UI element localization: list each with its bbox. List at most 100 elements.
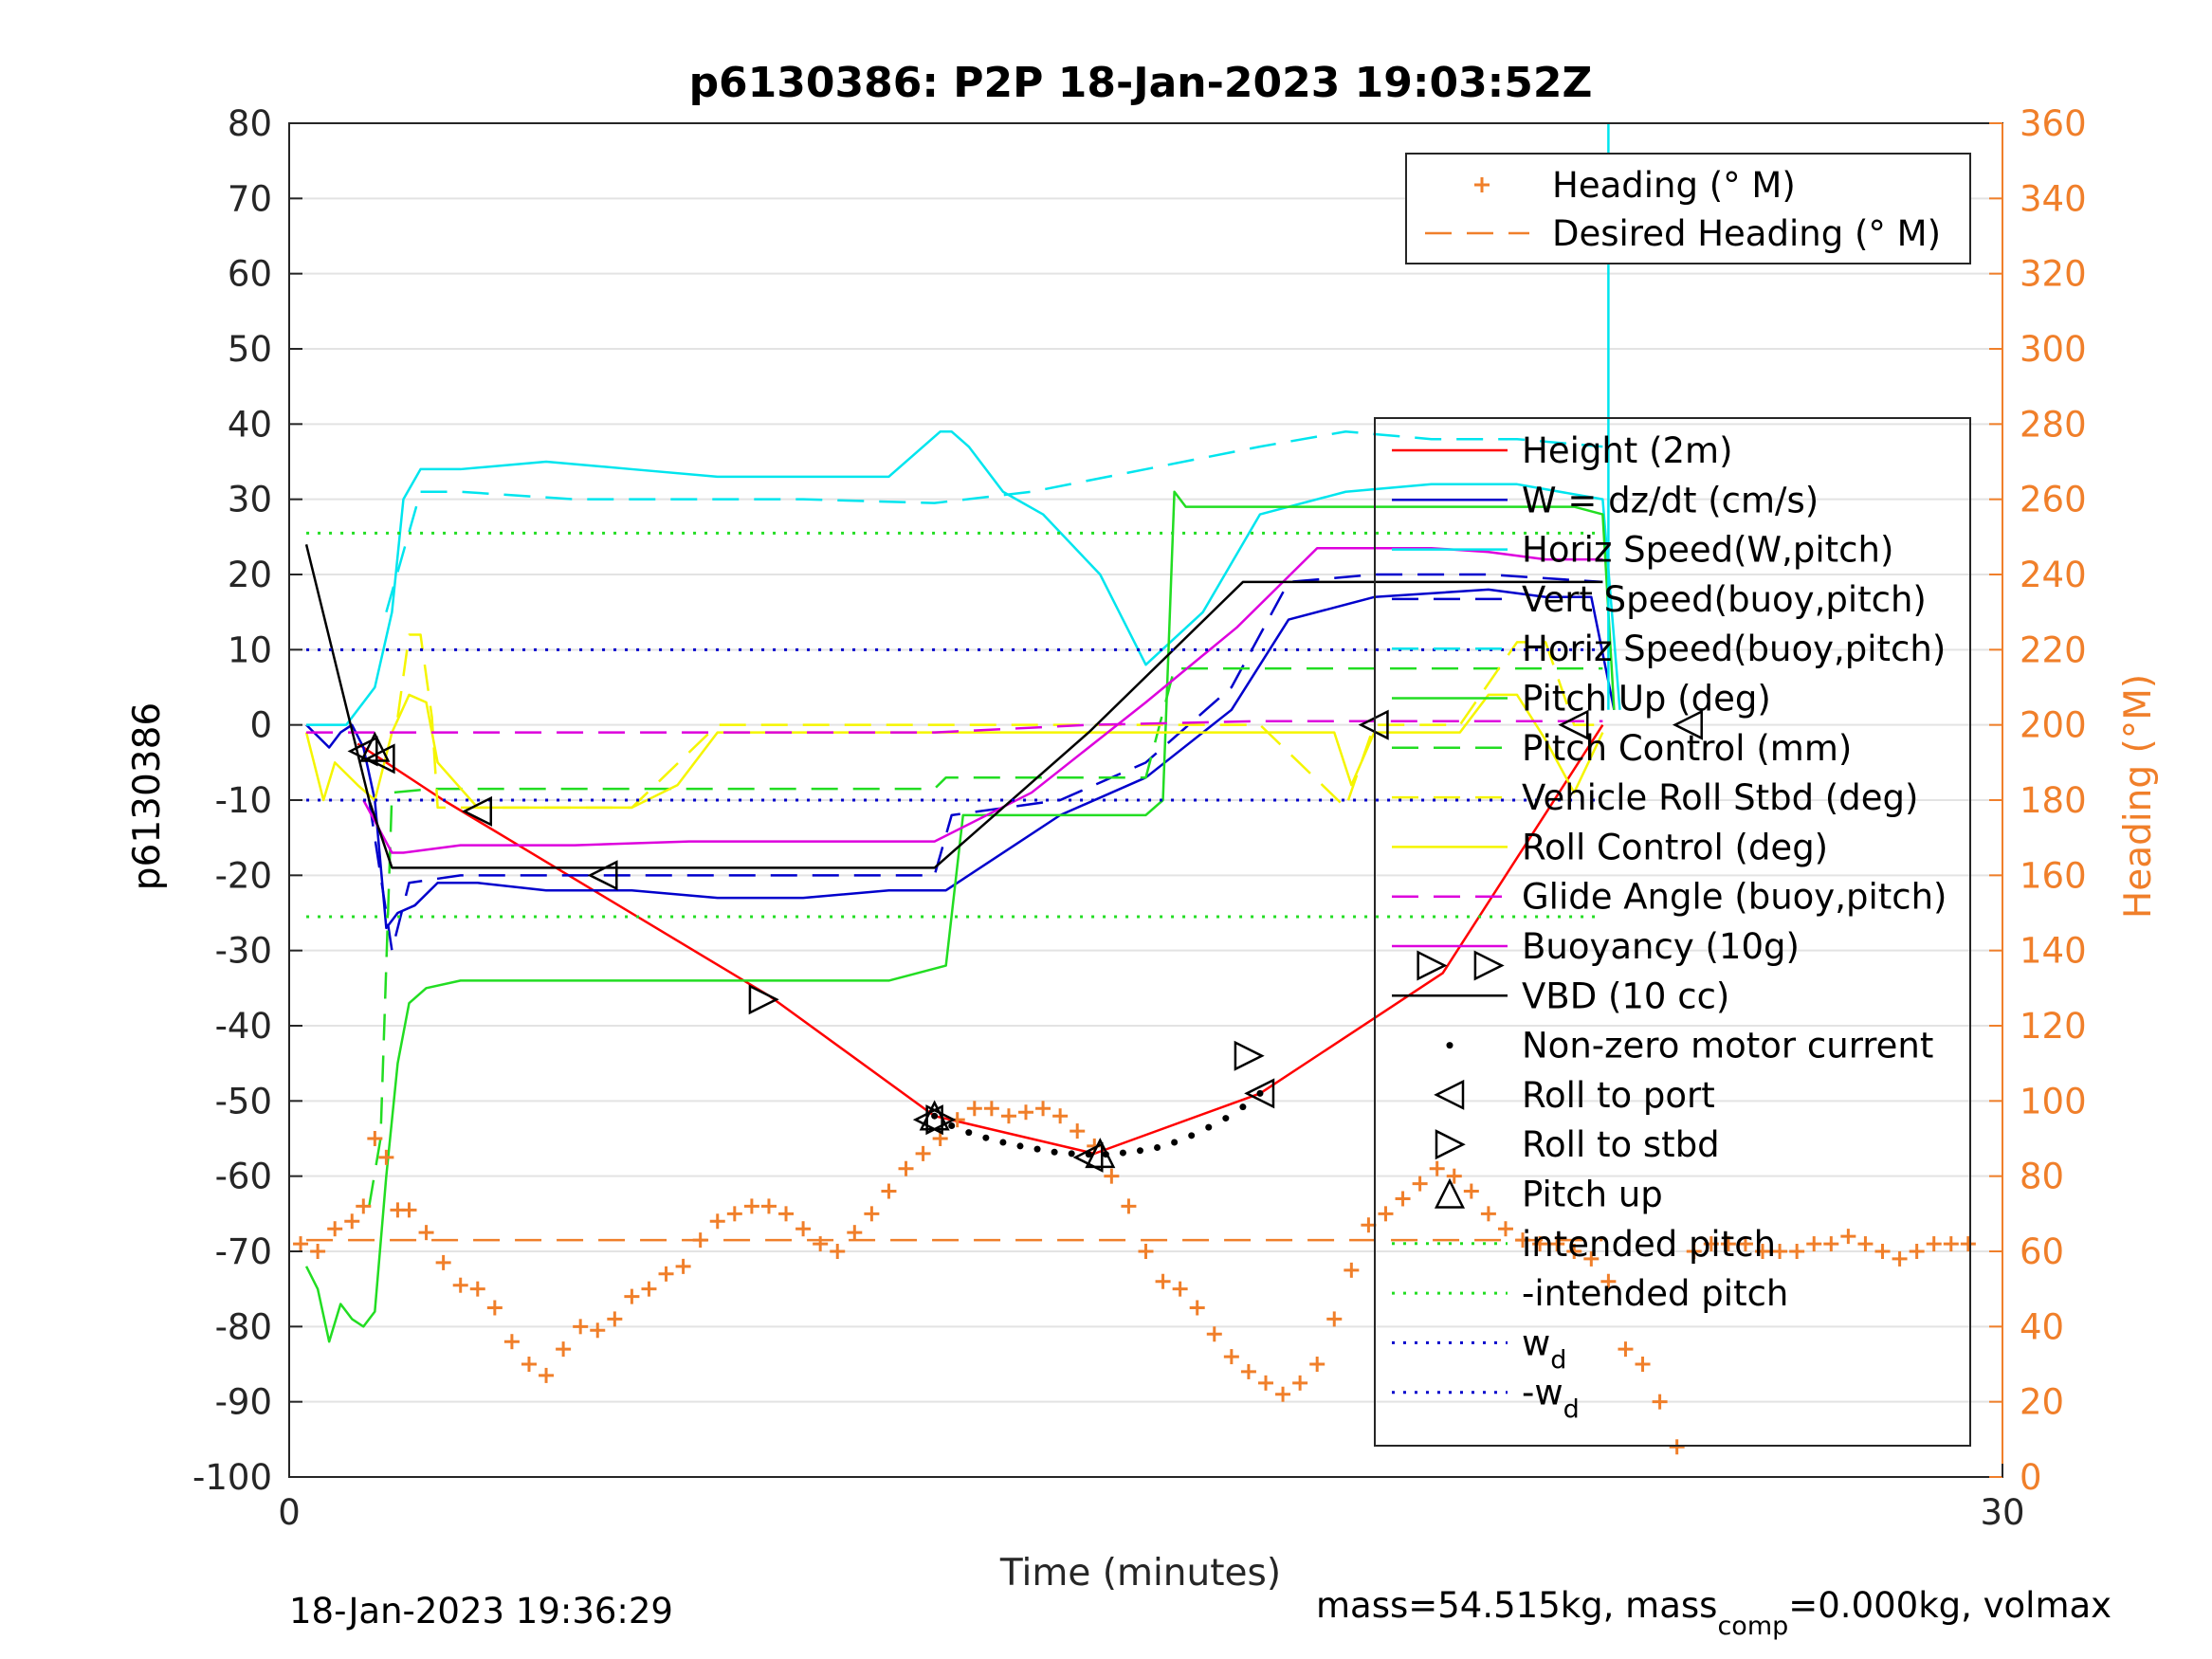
series-non-zero-motor-current-point — [1051, 1148, 1058, 1156]
legend-label: -intended pitch — [1522, 1273, 1788, 1314]
y-tick-label-right: 100 — [2020, 1081, 2087, 1121]
legend-heading-label: Heading (° M) — [1552, 165, 1796, 206]
heading-point — [932, 1131, 948, 1146]
series-non-zero-motor-current-point — [1222, 1115, 1230, 1122]
legend-label: Vehicle Roll Stbd (deg) — [1522, 777, 1918, 818]
series-pitch-up-deg-line — [304, 490, 1616, 1343]
legend-main: Height (2m) W = dz/dt (cm/s) Horiz Speed(W… — [1374, 417, 1971, 1447]
footer-mass-sub: comp — [1717, 1612, 1788, 1641]
heading-point — [966, 1101, 982, 1117]
series-pitch-up-marker — [359, 731, 391, 762]
legend-label: Buoyancy (10g) — [1522, 926, 1800, 967]
heading-point — [624, 1288, 640, 1304]
legend-label: -wd — [1522, 1373, 1580, 1425]
heading-point — [486, 1300, 503, 1316]
y-tick-label-left: -30 — [215, 931, 272, 972]
heading-point — [1138, 1244, 1154, 1259]
heading-point — [367, 1131, 383, 1146]
series-non-zero-motor-current-point — [1119, 1149, 1126, 1157]
legend-label: wd — [1522, 1322, 1566, 1375]
axes: 80706050403020100-10-20-30-40-50-60-70-8… — [192, 103, 2087, 1533]
y-tick-label-left: -100 — [192, 1457, 272, 1498]
heading-point — [1857, 1236, 1874, 1252]
heading-point — [1583, 1250, 1600, 1267]
heading-point — [1909, 1244, 1925, 1259]
series-non-zero-motor-current-point — [1188, 1132, 1196, 1139]
legend-label: Vert Speed(buoy,pitch) — [1522, 579, 1927, 620]
y-tick-label-left: -40 — [215, 1006, 272, 1047]
y-tick-label-left: -70 — [215, 1231, 272, 1272]
heading-point — [1823, 1236, 1839, 1252]
heading-point — [864, 1206, 880, 1222]
heading-point — [1686, 1244, 1702, 1259]
footer-mass-a: mass=54.515kg, mass — [1316, 1585, 1717, 1626]
series-non-zero-motor-current-point — [1171, 1139, 1179, 1146]
heading-point — [1600, 1273, 1617, 1289]
series-roll-to-stbd-marker — [1234, 1040, 1265, 1071]
y-tick-label-left: -50 — [215, 1081, 272, 1121]
y-tick-label-right: 120 — [2020, 1006, 2087, 1047]
heading-point — [1326, 1311, 1343, 1327]
heading-point — [1206, 1326, 1222, 1342]
heading-point — [1755, 1244, 1771, 1259]
y-tick-label-right: 300 — [2020, 329, 2087, 370]
legend-label: Pitch Control (mm) — [1522, 728, 1852, 769]
series-w-dz-dt-cm-s-line — [305, 588, 1616, 930]
heading-point — [1240, 1363, 1256, 1379]
legend-label: Height (2m) — [1522, 430, 1733, 471]
heading-point — [1429, 1160, 1445, 1176]
legend-heading-plus-icon — [1474, 177, 1490, 192]
heading-point — [310, 1244, 326, 1259]
heading-point — [469, 1281, 485, 1297]
heading-point — [1960, 1236, 1976, 1252]
heading-point — [539, 1367, 555, 1383]
heading-point — [1223, 1349, 1239, 1365]
y-tick-label-right: 80 — [2020, 1157, 2064, 1197]
series-roll-to-stbd-marker — [1417, 950, 1448, 981]
series-roll-to-port-marker — [1558, 709, 1589, 740]
footer-mass: mass=54.515kg, masscomp=0.000kg, volmax — [1316, 1585, 2111, 1641]
heading-point — [726, 1206, 742, 1222]
heading-point — [1395, 1191, 1411, 1207]
series-non-zero-motor-current-point — [1154, 1144, 1161, 1152]
y-tick-label-right: 340 — [2020, 178, 2087, 219]
series-non-zero-motor-current-point — [1239, 1103, 1247, 1111]
heading-point — [847, 1225, 863, 1241]
footer-timestamp: 18-Jan-2023 19:36:29 — [289, 1591, 673, 1632]
y-tick-label-right: 160 — [2020, 855, 2087, 896]
heading-point — [1806, 1236, 1822, 1252]
y-tick-label-left: 60 — [228, 254, 272, 295]
y-tick-label-left: 10 — [228, 629, 272, 670]
legend-label: W = dz/dt (cm/s) — [1522, 480, 1819, 520]
y-tick-label-left: 40 — [228, 404, 272, 445]
heading-point — [1275, 1386, 1291, 1402]
legend-heading-box — [1405, 153, 1971, 264]
heading-point — [452, 1277, 468, 1293]
x-axis-label: Time (minutes) — [999, 1552, 1281, 1595]
heading-point — [1549, 1236, 1565, 1252]
heading-point — [658, 1266, 674, 1282]
heading-point — [641, 1281, 657, 1297]
series-heading — [293, 1101, 1976, 1455]
heading-point — [1892, 1250, 1908, 1267]
legend-label: Horiz Speed(buoy,pitch) — [1522, 629, 1946, 669]
heading-point — [1069, 1123, 1086, 1139]
heading-point — [344, 1213, 360, 1230]
legend-label: Roll to stbd — [1522, 1124, 1720, 1165]
y-tick-label-left: 70 — [228, 178, 272, 219]
legend-triangle-icon — [1435, 1129, 1466, 1160]
series-roll-to-port-marker — [461, 795, 493, 827]
y-tick-label-left: 20 — [228, 555, 272, 595]
heading-point — [1361, 1217, 1377, 1233]
heading-point — [556, 1341, 572, 1358]
legend-label: VBD (10 cc) — [1522, 975, 1729, 1016]
y-tick-label-right: 140 — [2020, 931, 2087, 972]
y-axis-label-left: p6130386 — [126, 702, 169, 890]
heading-point — [1566, 1244, 1582, 1259]
legend-dot-icon — [1446, 1042, 1453, 1049]
legend-label: Pitch Up (deg) — [1522, 679, 1771, 720]
y-tick-label-left: -80 — [215, 1306, 272, 1347]
series-non-zero-motor-current-point — [1068, 1150, 1075, 1158]
y-tick-label-left: -90 — [215, 1382, 272, 1423]
heading-point — [1463, 1183, 1479, 1199]
